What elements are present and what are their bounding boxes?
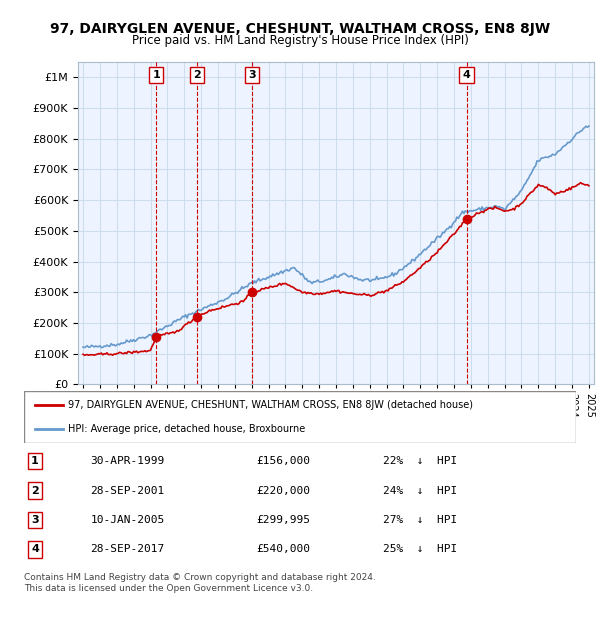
Text: 3: 3 xyxy=(31,515,39,525)
Text: 97, DAIRYGLEN AVENUE, CHESHUNT, WALTHAM CROSS, EN8 8JW: 97, DAIRYGLEN AVENUE, CHESHUNT, WALTHAM … xyxy=(50,22,550,36)
Text: 97, DAIRYGLEN AVENUE, CHESHUNT, WALTHAM CROSS, EN8 8JW (detached house): 97, DAIRYGLEN AVENUE, CHESHUNT, WALTHAM … xyxy=(68,401,473,410)
Text: 24%  ↓  HPI: 24% ↓ HPI xyxy=(383,485,457,495)
Text: £156,000: £156,000 xyxy=(256,456,310,466)
Text: 10-JAN-2005: 10-JAN-2005 xyxy=(90,515,164,525)
Text: Price paid vs. HM Land Registry's House Price Index (HPI): Price paid vs. HM Land Registry's House … xyxy=(131,34,469,47)
Text: 1: 1 xyxy=(31,456,39,466)
Text: 28-SEP-2017: 28-SEP-2017 xyxy=(90,544,164,554)
Text: 4: 4 xyxy=(463,70,470,80)
Text: HPI: Average price, detached house, Broxbourne: HPI: Average price, detached house, Brox… xyxy=(68,423,305,433)
Text: 2: 2 xyxy=(193,70,201,80)
Text: 30-APR-1999: 30-APR-1999 xyxy=(90,456,164,466)
Text: £220,000: £220,000 xyxy=(256,485,310,495)
FancyBboxPatch shape xyxy=(24,391,576,443)
Text: 25%  ↓  HPI: 25% ↓ HPI xyxy=(383,544,457,554)
Text: 22%  ↓  HPI: 22% ↓ HPI xyxy=(383,456,457,466)
Text: £540,000: £540,000 xyxy=(256,544,310,554)
Text: 28-SEP-2001: 28-SEP-2001 xyxy=(90,485,164,495)
Text: 27%  ↓  HPI: 27% ↓ HPI xyxy=(383,515,457,525)
Text: 2: 2 xyxy=(31,485,39,495)
Text: £299,995: £299,995 xyxy=(256,515,310,525)
Text: 1: 1 xyxy=(152,70,160,80)
Text: 4: 4 xyxy=(31,544,39,554)
Text: Contains HM Land Registry data © Crown copyright and database right 2024.
This d: Contains HM Land Registry data © Crown c… xyxy=(24,574,376,593)
Text: 3: 3 xyxy=(248,70,256,80)
